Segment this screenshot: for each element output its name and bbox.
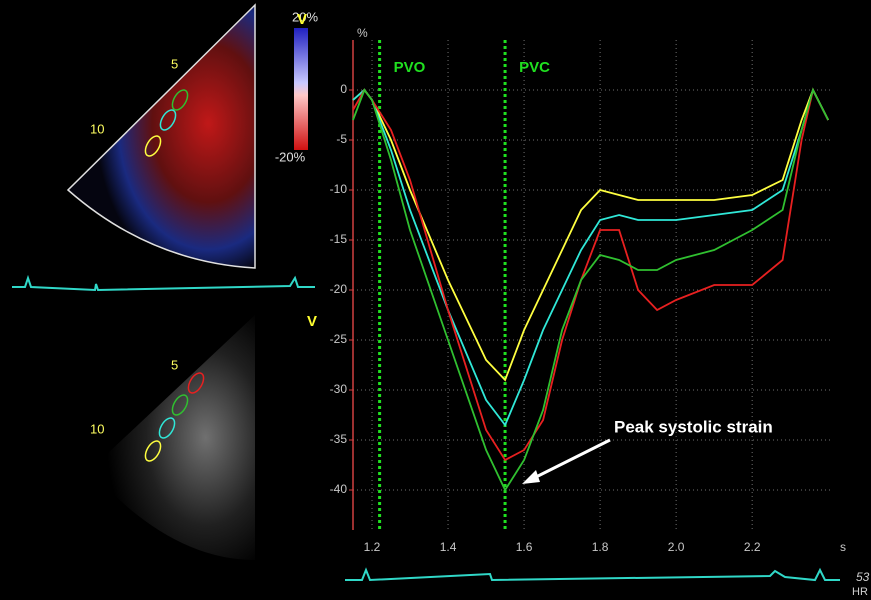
event-label: PVC <box>519 59 550 76</box>
strain-chart: 0 -5 -10 -15 -20 -25 -30 -35 -40 1.2 1.4 1.6 1.8 2.0 2… <box>330 26 846 554</box>
view-marker: V <box>297 11 307 28</box>
segment-label: 10 <box>90 421 104 436</box>
x-tick-label: 1.6 <box>516 540 533 554</box>
x-tick-label: 2.2 <box>744 540 761 554</box>
heart-rate: 53 <box>856 570 870 584</box>
y-tick-label: -35 <box>330 432 348 446</box>
y-tick-label: -20 <box>330 282 348 296</box>
ecg-strip <box>345 567 840 582</box>
x-tick-label: 2.0 <box>668 540 685 554</box>
annotation: Peak systolic strain <box>614 417 773 436</box>
segment-label: 5 <box>171 357 178 372</box>
strain-line <box>352 87 830 427</box>
x-unit: s <box>840 540 846 554</box>
y-unit: % <box>357 26 368 40</box>
scale-top: 20% <box>292 9 318 24</box>
y-tick-label: -5 <box>336 132 347 146</box>
segment-label: 10 <box>90 121 104 136</box>
strain-line <box>352 87 830 492</box>
y-tick-label: -15 <box>330 232 348 246</box>
scale-bottom: -20% <box>275 149 306 164</box>
y-tick-label: -30 <box>330 382 348 396</box>
x-tick-label: 1.2 <box>364 540 381 554</box>
segment-outlines <box>144 89 205 462</box>
bmode-sector <box>90 315 255 560</box>
color-scale <box>294 28 308 150</box>
strain-line <box>352 87 830 382</box>
view-marker: V <box>307 313 317 330</box>
y-tick-label: -10 <box>330 182 348 196</box>
heart-rate-unit: HR <box>852 586 868 598</box>
doppler-sector <box>66 3 256 269</box>
segment-label: 5 <box>171 56 178 71</box>
annotation-arrow <box>529 438 611 482</box>
x-tick-label: 1.8 <box>592 540 609 554</box>
y-tick-label: 0 <box>340 82 347 96</box>
x-tick-label: 1.4 <box>440 540 457 554</box>
y-tick-label: -25 <box>330 332 348 346</box>
ecg-strip <box>12 274 315 292</box>
annotation-arrowhead <box>522 470 540 484</box>
y-tick-label: -40 <box>330 482 348 496</box>
event-label: PVO <box>394 59 426 76</box>
